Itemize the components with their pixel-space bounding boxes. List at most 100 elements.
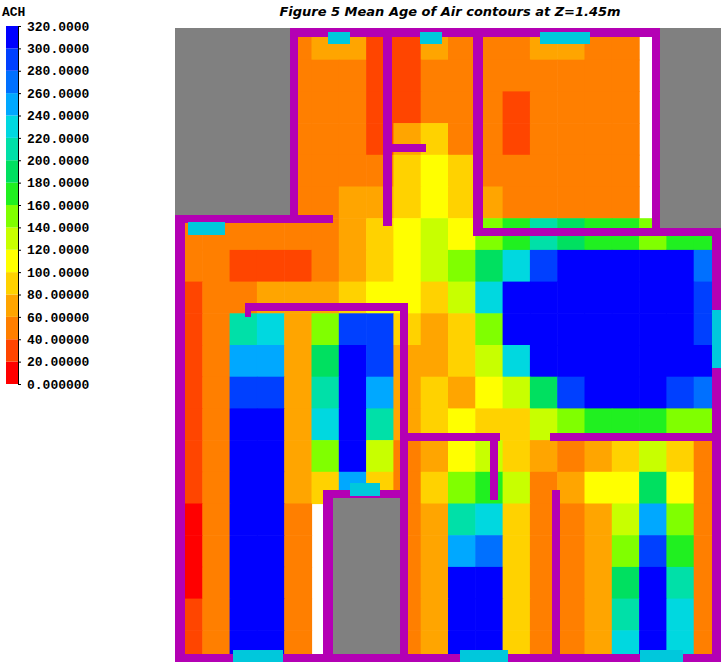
tick-mark (18, 317, 21, 318)
cell (612, 60, 640, 92)
cell (530, 345, 558, 377)
cell (448, 313, 476, 345)
tick-mark (18, 227, 21, 228)
cell (448, 218, 476, 250)
cell (230, 535, 258, 567)
cell (585, 250, 613, 282)
colorbar-tick: 300.0000 (18, 42, 90, 57)
cell (503, 250, 531, 282)
cell (393, 91, 421, 123)
cell (503, 472, 531, 504)
cell (257, 408, 285, 440)
wall (175, 215, 333, 223)
colorbar-swatch (6, 362, 18, 384)
tick-label: 240.0000 (27, 109, 90, 124)
cell (339, 187, 367, 219)
cell (585, 91, 613, 123)
cell (230, 440, 258, 472)
wall (290, 28, 298, 218)
cell (339, 218, 367, 250)
cell (202, 567, 230, 599)
tick-mark (18, 93, 21, 94)
colorbar-tick: 140.0000 (18, 221, 90, 236)
wall (408, 433, 500, 441)
cell (421, 599, 449, 631)
tick-mark (18, 384, 21, 385)
wall (383, 28, 392, 226)
cell (585, 535, 613, 567)
cell (339, 313, 367, 345)
colorbar-axis: 0.00000020.0000040.0000060.0000080.00000… (18, 20, 90, 393)
cell (612, 472, 640, 504)
cell (448, 567, 476, 599)
cell (639, 599, 667, 631)
cell (475, 250, 503, 282)
cell (448, 187, 476, 219)
cell (503, 313, 531, 345)
cell (448, 504, 476, 536)
cell (230, 377, 258, 409)
solid-block (333, 498, 400, 662)
colorbar-tick: 160.0000 (18, 199, 90, 214)
tick-label: 260.0000 (27, 87, 90, 102)
tick-mark (18, 339, 21, 340)
cell (312, 377, 340, 409)
cell (421, 91, 449, 123)
cell (503, 91, 531, 123)
cell (530, 155, 558, 187)
cell (666, 535, 694, 567)
cell (284, 345, 312, 377)
cell (475, 567, 503, 599)
cell (557, 472, 585, 504)
cell (366, 313, 394, 345)
cell (257, 218, 285, 250)
cell (666, 504, 694, 536)
cell (421, 377, 449, 409)
cell (366, 345, 394, 377)
colorbar-tick: 120.0000 (18, 243, 90, 258)
cell (530, 282, 558, 314)
cell (475, 472, 503, 504)
cell (202, 504, 230, 536)
vent (188, 222, 225, 235)
cell (257, 345, 285, 377)
cell (257, 440, 285, 472)
cell (585, 282, 613, 314)
cell (312, 155, 340, 187)
cell (503, 599, 531, 631)
cell (475, 440, 503, 472)
cell (503, 377, 531, 409)
colorbar-swatch (6, 71, 18, 93)
cell (530, 187, 558, 219)
cell (585, 345, 613, 377)
wall (323, 490, 333, 662)
cell (202, 282, 230, 314)
tick-mark (18, 71, 21, 72)
cell (666, 377, 694, 409)
tick-label: 320.0000 (27, 20, 90, 35)
cell (202, 250, 230, 282)
cell (475, 313, 503, 345)
tick-mark (18, 116, 21, 117)
cell (557, 377, 585, 409)
colorbar-swatch (6, 93, 18, 115)
tick-label: 200.0000 (27, 154, 90, 169)
title: Figure 5 Mean Age of Air contours at Z=1… (279, 4, 620, 19)
cell (475, 282, 503, 314)
cell (339, 345, 367, 377)
cell (312, 123, 340, 155)
tick-mark (18, 160, 21, 161)
colorbar-swatch (6, 48, 18, 70)
cell (585, 504, 613, 536)
colorbar-swatch (6, 250, 18, 272)
wall (552, 490, 560, 662)
cell (284, 567, 312, 599)
colorbar-tick: 0.000000 (18, 378, 90, 393)
cell (448, 91, 476, 123)
cell (557, 345, 585, 377)
colorbar-tick: 240.0000 (18, 109, 90, 124)
tick-label: 40.00000 (27, 333, 90, 348)
cell (612, 567, 640, 599)
cell (230, 250, 258, 282)
wall (245, 303, 408, 311)
